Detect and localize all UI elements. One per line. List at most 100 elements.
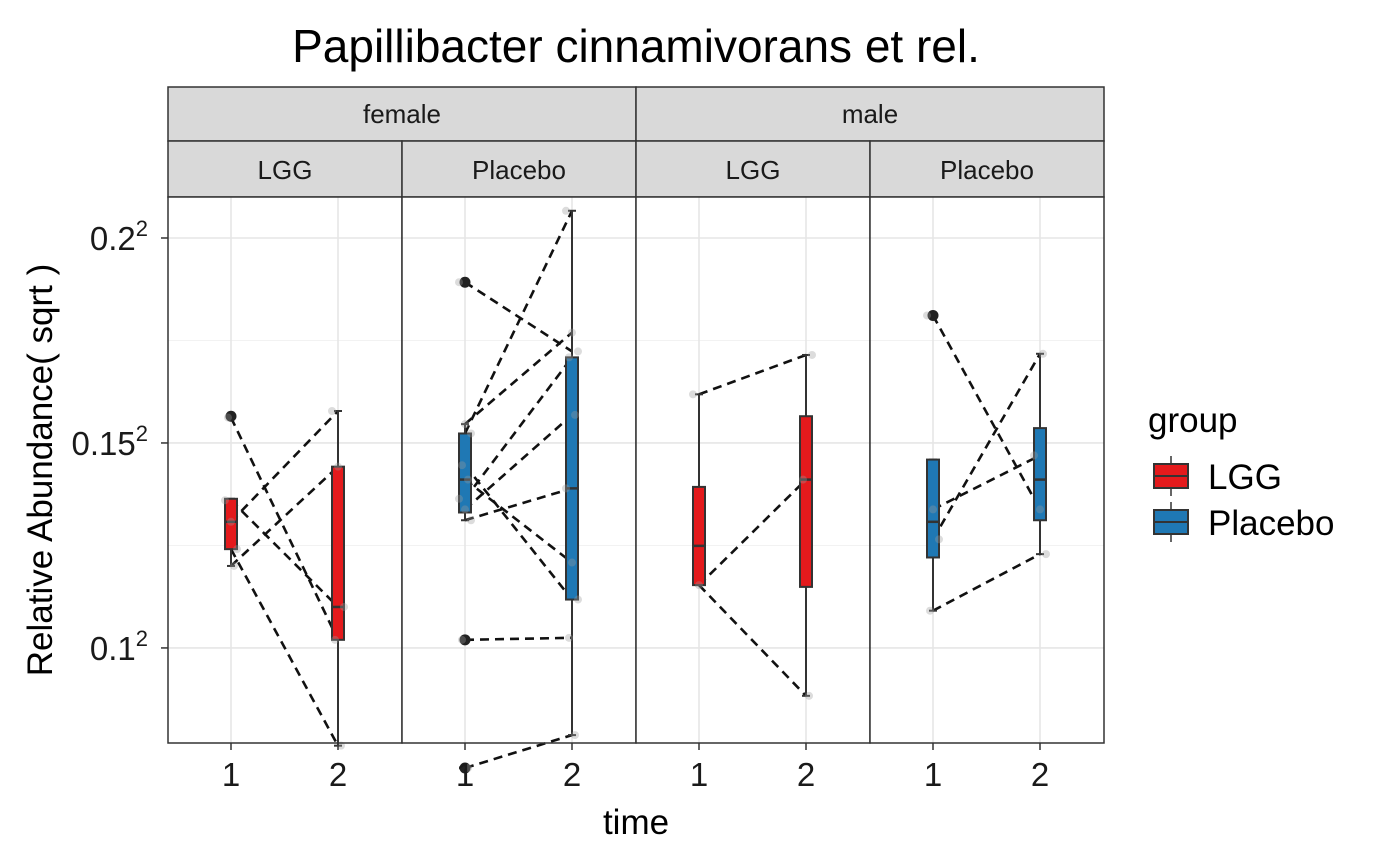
raw-point <box>227 517 235 526</box>
raw-point <box>568 558 576 567</box>
raw-point <box>562 484 570 493</box>
paired-line <box>229 416 340 641</box>
y-tick-label: 0.12 <box>90 626 148 667</box>
box-iqr <box>331 465 345 641</box>
raw-point <box>331 635 339 644</box>
raw-point <box>230 561 238 570</box>
raw-point <box>334 462 342 471</box>
raw-point <box>929 505 937 514</box>
raw-point <box>926 606 934 615</box>
raw-point <box>464 475 472 484</box>
outlier-point <box>459 762 471 774</box>
raw-point <box>455 278 463 287</box>
x-tick-label: 1 <box>924 756 942 793</box>
paired-line <box>464 331 573 426</box>
panel-female-placebo: Placebo 1 2 <box>401 140 637 793</box>
raw-point <box>923 311 931 320</box>
box-iqr <box>565 356 579 601</box>
panel-male-placebo: Placebo 1 2 <box>869 140 1105 793</box>
raw-point <box>461 420 469 429</box>
raw-point <box>461 505 469 514</box>
raw-point <box>565 353 573 362</box>
paired-line <box>463 464 574 601</box>
x-tick-label: 1 <box>222 756 240 793</box>
raw-point <box>805 691 813 700</box>
raw-point <box>467 516 475 525</box>
strip-group <box>167 140 403 198</box>
raw-point <box>458 461 466 470</box>
paired-line <box>464 487 573 522</box>
raw-point <box>233 545 241 554</box>
raw-point <box>1036 505 1044 514</box>
box-iqr <box>1033 427 1047 522</box>
raw-point <box>574 347 582 356</box>
paired-line <box>229 548 340 747</box>
panel-background <box>168 197 402 743</box>
raw-point <box>565 633 573 642</box>
legend-title: group <box>1148 401 1238 440</box>
raw-point <box>568 328 576 337</box>
panel-background <box>402 197 636 743</box>
raw-point <box>455 494 463 503</box>
raw-point <box>1030 451 1038 460</box>
paired-line <box>698 584 807 697</box>
plot-layer: female male LGG 1 2 Placebo 1 2 LGG 1 2 Placebo 1 2 0.… <box>72 86 1105 793</box>
panel-border <box>869 196 1105 744</box>
paired-line <box>931 314 1042 511</box>
paired-line <box>931 353 1042 540</box>
box-iqr <box>799 415 813 588</box>
raw-point <box>935 535 943 544</box>
x-tick-label: 1 <box>456 756 474 793</box>
raw-point <box>224 413 232 422</box>
legend-item-lgg: LGG <box>1153 456 1282 497</box>
raw-point <box>464 764 472 773</box>
paired-line <box>932 552 1041 612</box>
paired-line <box>698 353 807 396</box>
raw-point <box>221 496 229 505</box>
raw-point <box>1042 550 1050 559</box>
x-tick-label: 2 <box>329 756 347 793</box>
outlier-point <box>927 309 939 321</box>
raw-point <box>799 475 807 484</box>
strip-group-label: LGG <box>726 155 781 185</box>
strip-group-label: LGG <box>258 155 313 185</box>
strip-group-label: Placebo <box>472 155 566 185</box>
paired-line <box>932 454 1041 511</box>
legend-item-placebo: Placebo <box>1153 502 1334 543</box>
paired-line <box>464 281 573 353</box>
y-axis-title: Relative Abundance( sqrt ) <box>21 264 60 676</box>
x-tick-label: 2 <box>563 756 581 793</box>
panel-background <box>870 197 1104 743</box>
strip-sex-label-male: male <box>842 99 898 129</box>
paired-line <box>230 499 339 608</box>
strip-group <box>635 140 871 198</box>
panel-background <box>636 197 870 743</box>
raw-point <box>689 390 697 399</box>
box-iqr <box>926 458 940 559</box>
box-iqr <box>458 432 472 514</box>
strip-sex-female <box>167 86 637 142</box>
raw-point <box>562 206 570 215</box>
paired-line <box>463 210 574 435</box>
box-iqr <box>692 485 706 587</box>
raw-point <box>1039 349 1047 358</box>
strip-sex-label-female: female <box>363 99 441 129</box>
raw-point <box>458 635 466 644</box>
y-tick-label: 0.22 <box>90 216 148 257</box>
y-tick-label: 0.152 <box>72 421 148 462</box>
paired-line <box>230 465 339 567</box>
panel-female-lgg: LGG 1 2 <box>167 140 403 793</box>
outlier-point <box>225 410 237 422</box>
paired-line <box>464 636 573 642</box>
raw-point <box>340 602 348 611</box>
raw-point <box>808 350 816 359</box>
strip-sex-male <box>635 86 1105 142</box>
paired-line <box>230 410 339 523</box>
x-tick-label: 2 <box>1031 756 1049 793</box>
raw-point <box>328 407 336 416</box>
strip-group-label: Placebo <box>940 155 1034 185</box>
raw-point <box>574 595 582 604</box>
panel-male-lgg: LGG 1 2 <box>635 140 871 793</box>
